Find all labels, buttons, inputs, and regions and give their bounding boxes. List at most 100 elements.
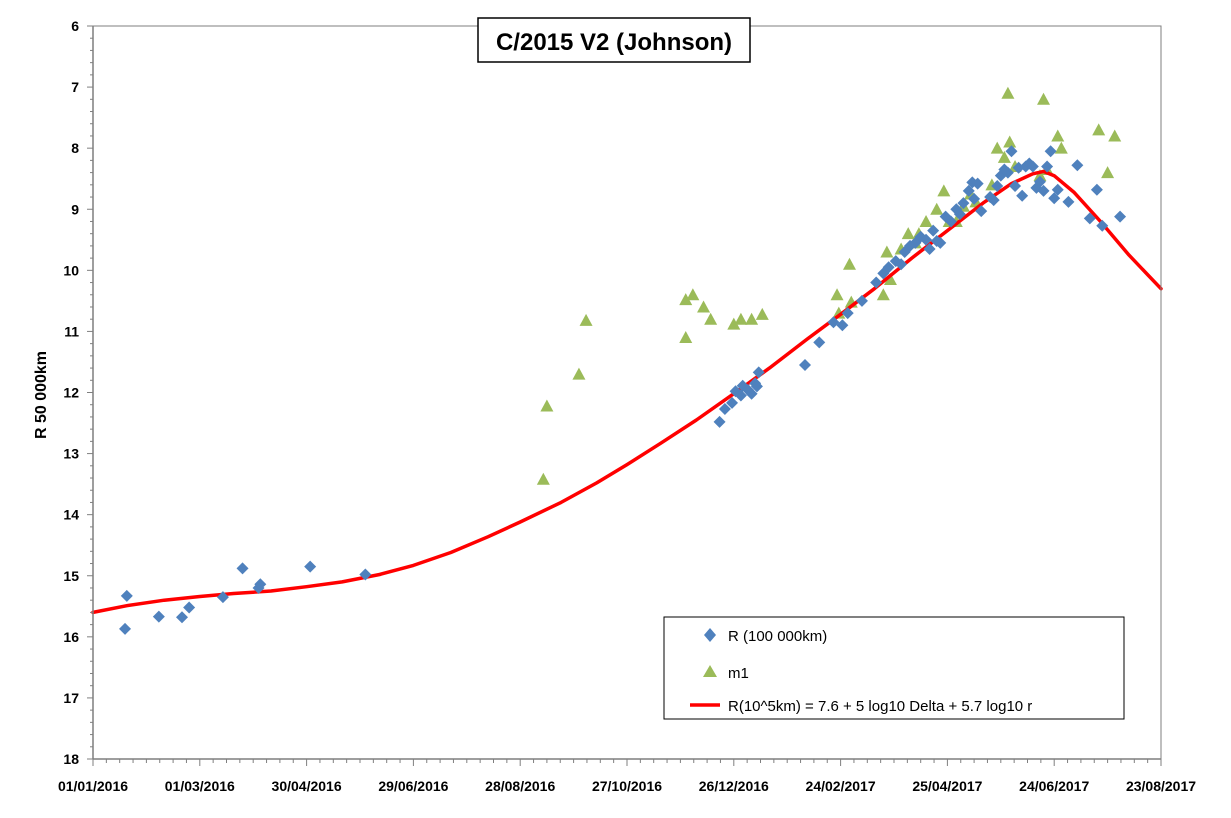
legend-entry-model: R(10^5km) = 7.6 + 5 log10 Delta + 5.7 lo… bbox=[690, 698, 1032, 715]
legend-label-r: R (100 000km) bbox=[728, 628, 827, 645]
legend-entry-r: R (100 000km) bbox=[704, 628, 827, 645]
m1-point bbox=[843, 257, 856, 270]
m1-point bbox=[1037, 92, 1051, 105]
r-point bbox=[870, 276, 883, 289]
x-tick-label: 30/04/2016 bbox=[272, 778, 342, 794]
r-point bbox=[304, 560, 317, 573]
y-tick-label: 14 bbox=[63, 507, 79, 523]
r-point bbox=[718, 402, 731, 415]
r-point bbox=[1005, 145, 1018, 158]
r-point bbox=[1071, 159, 1084, 172]
y-axis-label: R 50 000km bbox=[33, 351, 50, 439]
m1-point bbox=[937, 184, 951, 197]
r-point bbox=[183, 601, 196, 614]
r-point bbox=[991, 180, 1004, 193]
legend-frame bbox=[663, 616, 1125, 720]
r-point bbox=[813, 336, 826, 349]
r-point bbox=[726, 396, 739, 409]
m1-point bbox=[686, 288, 700, 301]
r-point bbox=[713, 415, 726, 428]
x-tick-label: 25/04/2017 bbox=[912, 778, 982, 794]
y-tick-label: 8 bbox=[71, 140, 79, 156]
r-point bbox=[236, 562, 249, 575]
r-point bbox=[734, 389, 747, 402]
r-point bbox=[1114, 210, 1127, 223]
legend-entry-m1: m1 bbox=[703, 665, 749, 682]
m1-point bbox=[876, 288, 890, 301]
x-tick-label: 24/06/2017 bbox=[1019, 778, 1089, 794]
m1-point bbox=[579, 313, 593, 326]
y-tick-label: 17 bbox=[63, 690, 79, 706]
r-point bbox=[957, 197, 970, 210]
r-point bbox=[1037, 184, 1050, 197]
y-tick-label: 15 bbox=[63, 568, 79, 584]
x-tick-label: 28/08/2016 bbox=[485, 778, 555, 794]
m1-point bbox=[1003, 135, 1017, 148]
r-point bbox=[882, 261, 895, 274]
m1-point bbox=[727, 317, 741, 330]
m1-point bbox=[1108, 129, 1122, 142]
x-tick-label: 01/01/2016 bbox=[58, 778, 128, 794]
x-tick-label: 27/10/2016 bbox=[592, 778, 662, 794]
r-point bbox=[1062, 195, 1075, 208]
x-tick-label: 24/02/2017 bbox=[806, 778, 876, 794]
r-point bbox=[836, 319, 849, 332]
y-tick-label: 7 bbox=[71, 79, 79, 95]
r-point bbox=[176, 611, 188, 624]
x-tick-label: 01/03/2016 bbox=[165, 778, 235, 794]
chart-title-box: C/2015 V2 (Johnson) bbox=[477, 17, 751, 63]
r-point bbox=[1009, 180, 1022, 193]
r-point bbox=[1016, 189, 1029, 202]
r-point bbox=[953, 208, 966, 221]
r-point bbox=[923, 242, 936, 255]
plot-layer bbox=[91, 86, 1163, 635]
y-tick-label: 10 bbox=[63, 262, 79, 278]
r-point bbox=[216, 591, 229, 604]
r-point bbox=[971, 177, 984, 190]
m1-point bbox=[572, 367, 586, 380]
x-tick-label: 23/08/2017 bbox=[1126, 778, 1196, 794]
m1-point bbox=[755, 307, 769, 320]
y-tick-label: 13 bbox=[63, 446, 79, 462]
r-point bbox=[254, 578, 267, 591]
m1-point bbox=[990, 141, 1004, 154]
r-point bbox=[1033, 175, 1046, 188]
r-point bbox=[120, 589, 133, 602]
m1-point bbox=[1033, 169, 1047, 182]
m1-point bbox=[832, 306, 846, 319]
m1-point bbox=[930, 202, 944, 215]
m1-point bbox=[1101, 166, 1115, 179]
m1-point bbox=[745, 312, 759, 325]
r-point bbox=[1026, 160, 1039, 173]
m1-point bbox=[734, 312, 748, 325]
y-tick-label: 6 bbox=[71, 18, 79, 34]
m1-point bbox=[830, 288, 844, 301]
chart-title-frame bbox=[477, 17, 751, 63]
m1-point bbox=[997, 150, 1011, 163]
r-point bbox=[927, 224, 940, 237]
r-point bbox=[975, 205, 988, 218]
m1-point bbox=[1001, 86, 1015, 99]
m1-point bbox=[919, 214, 933, 227]
r-point bbox=[895, 258, 908, 271]
legend-label-model: R(10^5km) = 7.6 + 5 log10 Delta + 5.7 lo… bbox=[728, 698, 1032, 715]
legend-label-m1: m1 bbox=[728, 665, 749, 682]
y-tick-label: 12 bbox=[63, 385, 79, 401]
r-point bbox=[152, 610, 165, 623]
m1-point bbox=[901, 227, 915, 240]
r-point bbox=[968, 192, 981, 205]
m1-point bbox=[679, 331, 693, 344]
r-point bbox=[920, 233, 933, 246]
m1-point bbox=[679, 293, 693, 306]
x-tick-label: 26/12/2016 bbox=[699, 778, 769, 794]
m1-point bbox=[536, 472, 550, 485]
model-curve bbox=[91, 169, 1163, 615]
m1-point bbox=[880, 245, 894, 258]
r-point bbox=[944, 215, 957, 228]
r-point bbox=[119, 622, 132, 635]
y-tick-label: 9 bbox=[71, 201, 79, 217]
r-point bbox=[1001, 166, 1014, 179]
r-point bbox=[1048, 192, 1061, 205]
r-point bbox=[1044, 145, 1057, 158]
